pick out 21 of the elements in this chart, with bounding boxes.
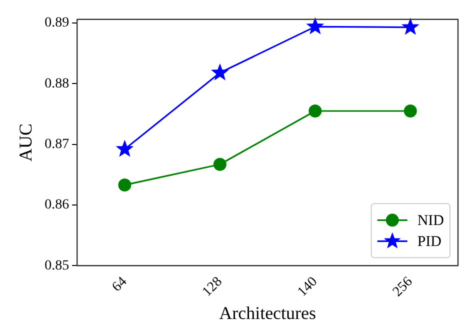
point bbox=[212, 64, 228, 80]
x-tick-label: 128 bbox=[200, 274, 226, 300]
y-tick-label: 0.88 bbox=[44, 76, 70, 92]
point bbox=[404, 104, 417, 118]
x-axis-title: Architectures bbox=[219, 302, 316, 323]
legend-label: NID bbox=[417, 213, 444, 230]
x-tick-label: 64 bbox=[110, 274, 130, 295]
point bbox=[116, 140, 133, 156]
y-tick-label: 0.89 bbox=[44, 16, 70, 31]
point bbox=[402, 18, 418, 34]
y-tick-label: 0.87 bbox=[44, 137, 70, 152]
point bbox=[307, 18, 324, 34]
x-tick-label: 140 bbox=[295, 274, 321, 300]
y-tick-label: 0.85 bbox=[44, 258, 70, 274]
y-axis-title: AUC bbox=[16, 124, 36, 162]
y-tick-label: 0.86 bbox=[44, 198, 70, 213]
point bbox=[308, 104, 322, 118]
legend-label: PID bbox=[417, 234, 442, 250]
point bbox=[213, 158, 226, 171]
point bbox=[118, 178, 132, 192]
x-tick-label: 256 bbox=[390, 274, 416, 300]
